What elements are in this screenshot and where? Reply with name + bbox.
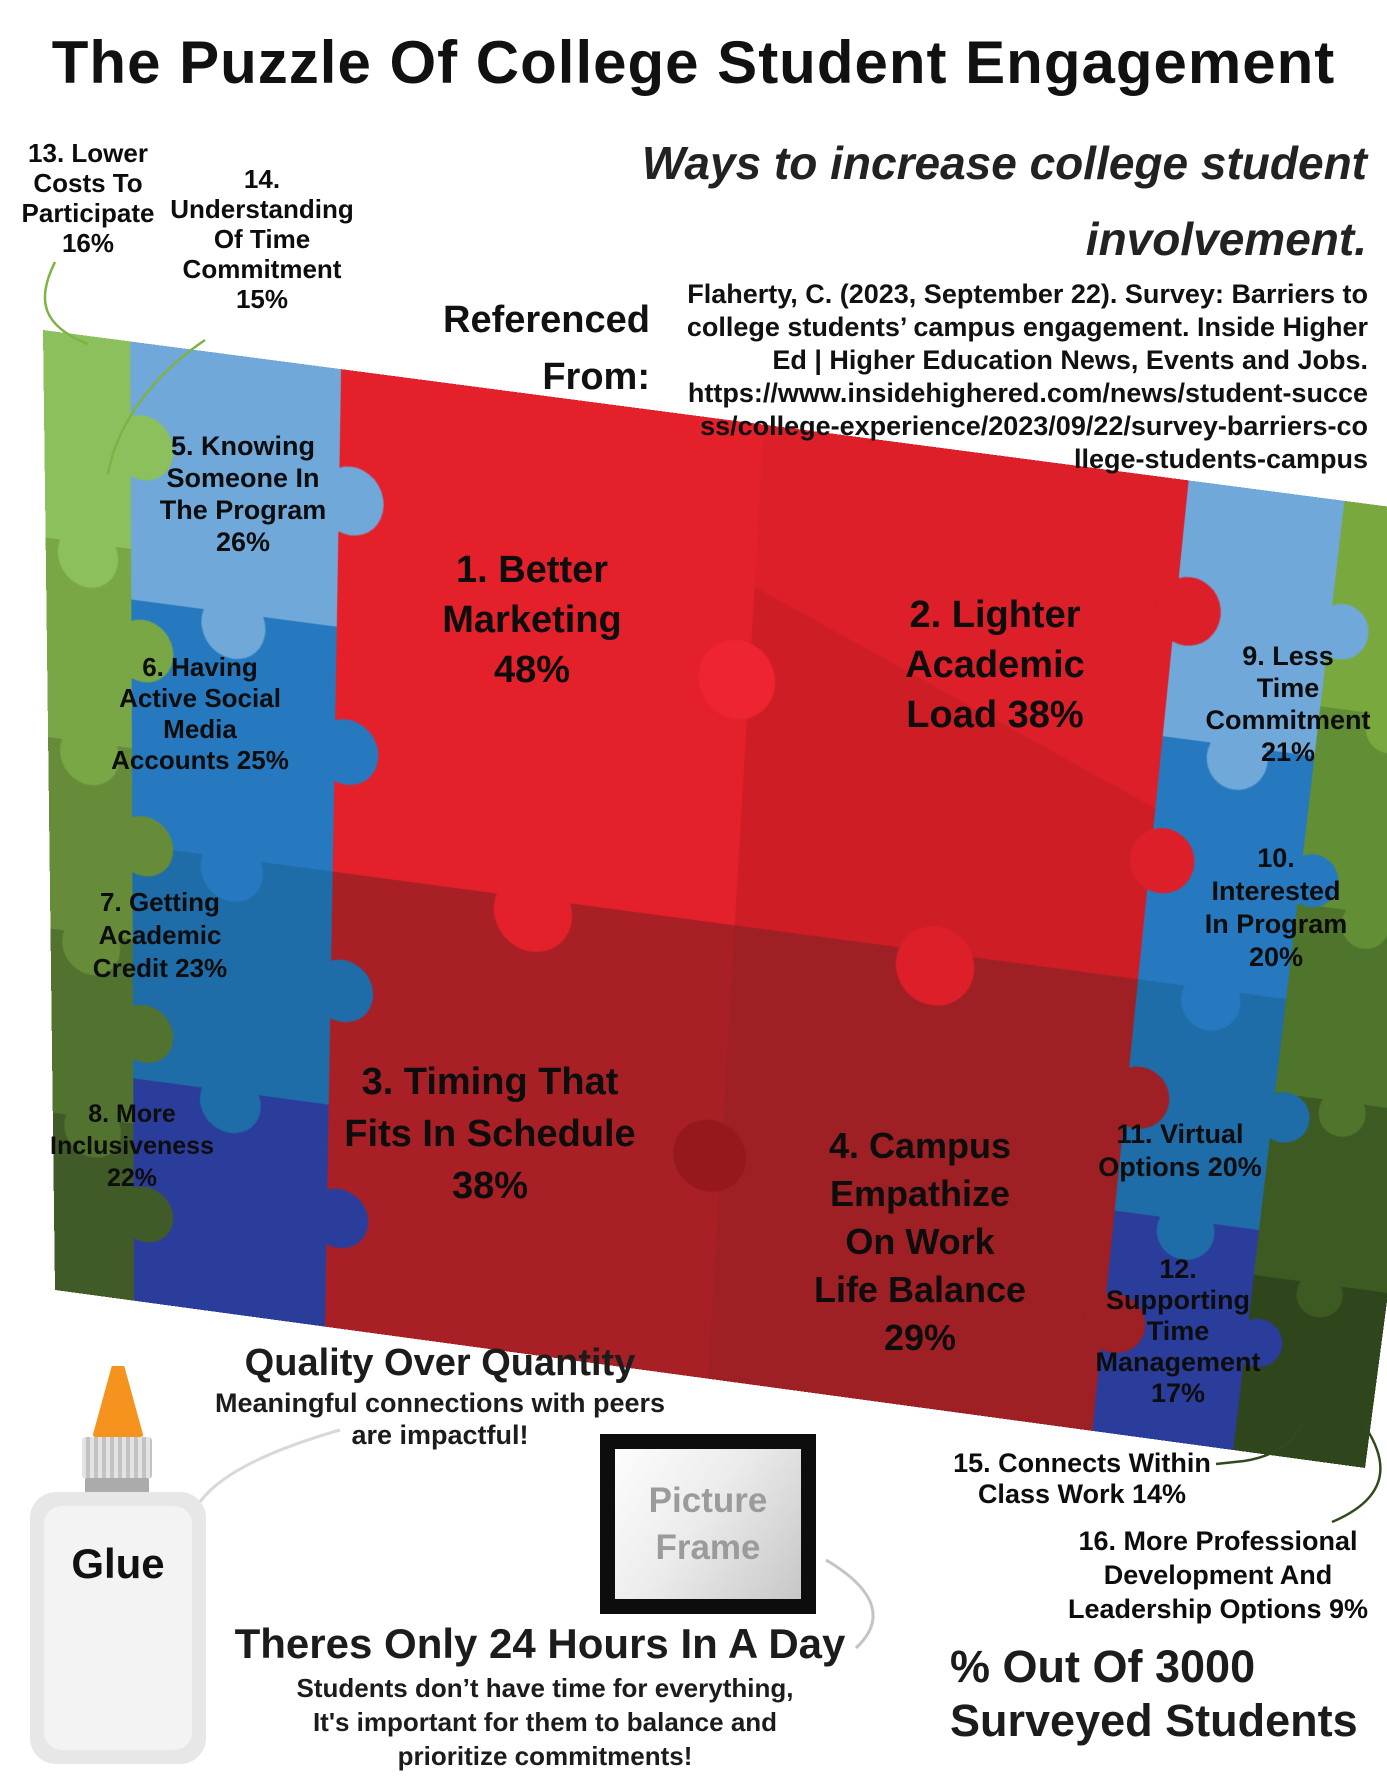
puzzle-piece-11 [1114, 979, 1287, 1231]
piece-label-12: 12. Supporting Time Management 17% [1095, 1254, 1261, 1408]
puzzle-piece-6 [131, 599, 337, 872]
glue-label: Glue [71, 1540, 165, 1587]
survey-note: % Out Of 3000 Surveyed Students [950, 1641, 1358, 1746]
piece-label-10: 10. Interested In Program 20% [1204, 843, 1348, 972]
connector-line-14 [106, 338, 206, 475]
piece-label-6: 6. Having Active Social Media Accounts 2… [111, 652, 289, 775]
puzzle-piece-9 [1162, 480, 1345, 757]
piece-label-13: 13. Lower Costs To Participate 16% [21, 138, 155, 258]
piece-label-1: 1. Better Marketing 48% [442, 549, 622, 691]
puzzle-piece-2 [734, 424, 1189, 980]
page-subtitle: Ways to increase college student involve… [641, 137, 1367, 265]
piece-label-11: 11. Virtual Options 20% [1098, 1119, 1262, 1182]
puzzle-piece-green-l3 [48, 736, 133, 940]
piece-label-7: 7. Getting Academic Credit 23% [92, 887, 228, 983]
puzzle-pieces-svg [43, 330, 1387, 1468]
piece-label-4: 4. Campus Empathize On Work Life Balance… [813, 1125, 1027, 1358]
connector-line-frame [825, 1558, 875, 1650]
puzzle-piece-7 [132, 844, 333, 1105]
puzzle-piece-green-l1 [43, 330, 132, 549]
picture-frame-label: Picture Frame [648, 1480, 768, 1567]
puzzle-piece-12 [1092, 1210, 1260, 1451]
puzzle-piece-green-l5 [52, 1112, 135, 1301]
piece-label-8: 8. More Inclusiveness 22% [50, 1100, 214, 1192]
connector-line-glue [194, 1428, 341, 1509]
piece-label-3: 3. Timing That Fits In Schedule 38% [344, 1061, 636, 1207]
connector-line-15 [1215, 1423, 1304, 1466]
puzzle-knobs [57, 411, 1387, 1371]
page-title: The Puzzle Of College Student Engagement [51, 29, 1336, 96]
picture-frame-illustration: Picture Frame [600, 1434, 816, 1614]
quality-body: Meaningful connections with peers are im… [214, 1388, 666, 1451]
reference-citation: Flaherty, C. (2023, September 22). Surve… [686, 279, 1368, 474]
puzzle-piece-green-l2 [45, 537, 132, 749]
reference-heading: Referenced From: [443, 299, 650, 398]
piece-label-2: 2. Lighter Academic Load 38% [905, 594, 1085, 736]
puzzle-piece-green-r2 [1297, 706, 1387, 923]
puzzle-piece-10 [1138, 736, 1315, 1000]
piece-label-16: 16. More Professional Development And Le… [1067, 1526, 1369, 1624]
glue-bottle-label-panel [44, 1506, 192, 1750]
piece-label-15: 15. Connects Within Class Work 14% [953, 1448, 1211, 1509]
quality-heading: Quality Over Quantity [244, 1342, 636, 1384]
connector-line-13 [43, 261, 89, 346]
connector-line-16 [1331, 1427, 1382, 1524]
puzzle-piece-4 [707, 925, 1139, 1431]
hours-body: Students don’t have time for everything,… [296, 1673, 794, 1771]
puzzle-piece-green-l4 [50, 928, 134, 1124]
puzzle-piece-green-r1 [1320, 500, 1387, 726]
piece-label-14: 14. Understanding Of Time Commitment 15% [170, 164, 354, 314]
puzzle-piece-8 [133, 1078, 329, 1327]
glue-cap-band [85, 1478, 149, 1493]
puzzle-piece-5 [130, 341, 342, 627]
puzzle-graphic [43, 330, 1387, 1468]
hours-heading: Theres Only 24 Hours In A Day [234, 1620, 846, 1667]
puzzle-piece-green-r4 [1253, 1092, 1387, 1293]
puzzle-piece-3 [325, 871, 735, 1379]
piece-label-9: 9. Less Time Commitment 21% [1205, 641, 1371, 767]
puzzle-piece-2-shade [734, 586, 1173, 980]
piece-label-5: 5. Knowing Someone In The Program 26% [159, 431, 327, 557]
puzzle-piece-green-r3 [1275, 903, 1387, 1112]
glue-cap-icon [82, 1437, 152, 1479]
puzzle-piece-1 [332, 369, 765, 926]
